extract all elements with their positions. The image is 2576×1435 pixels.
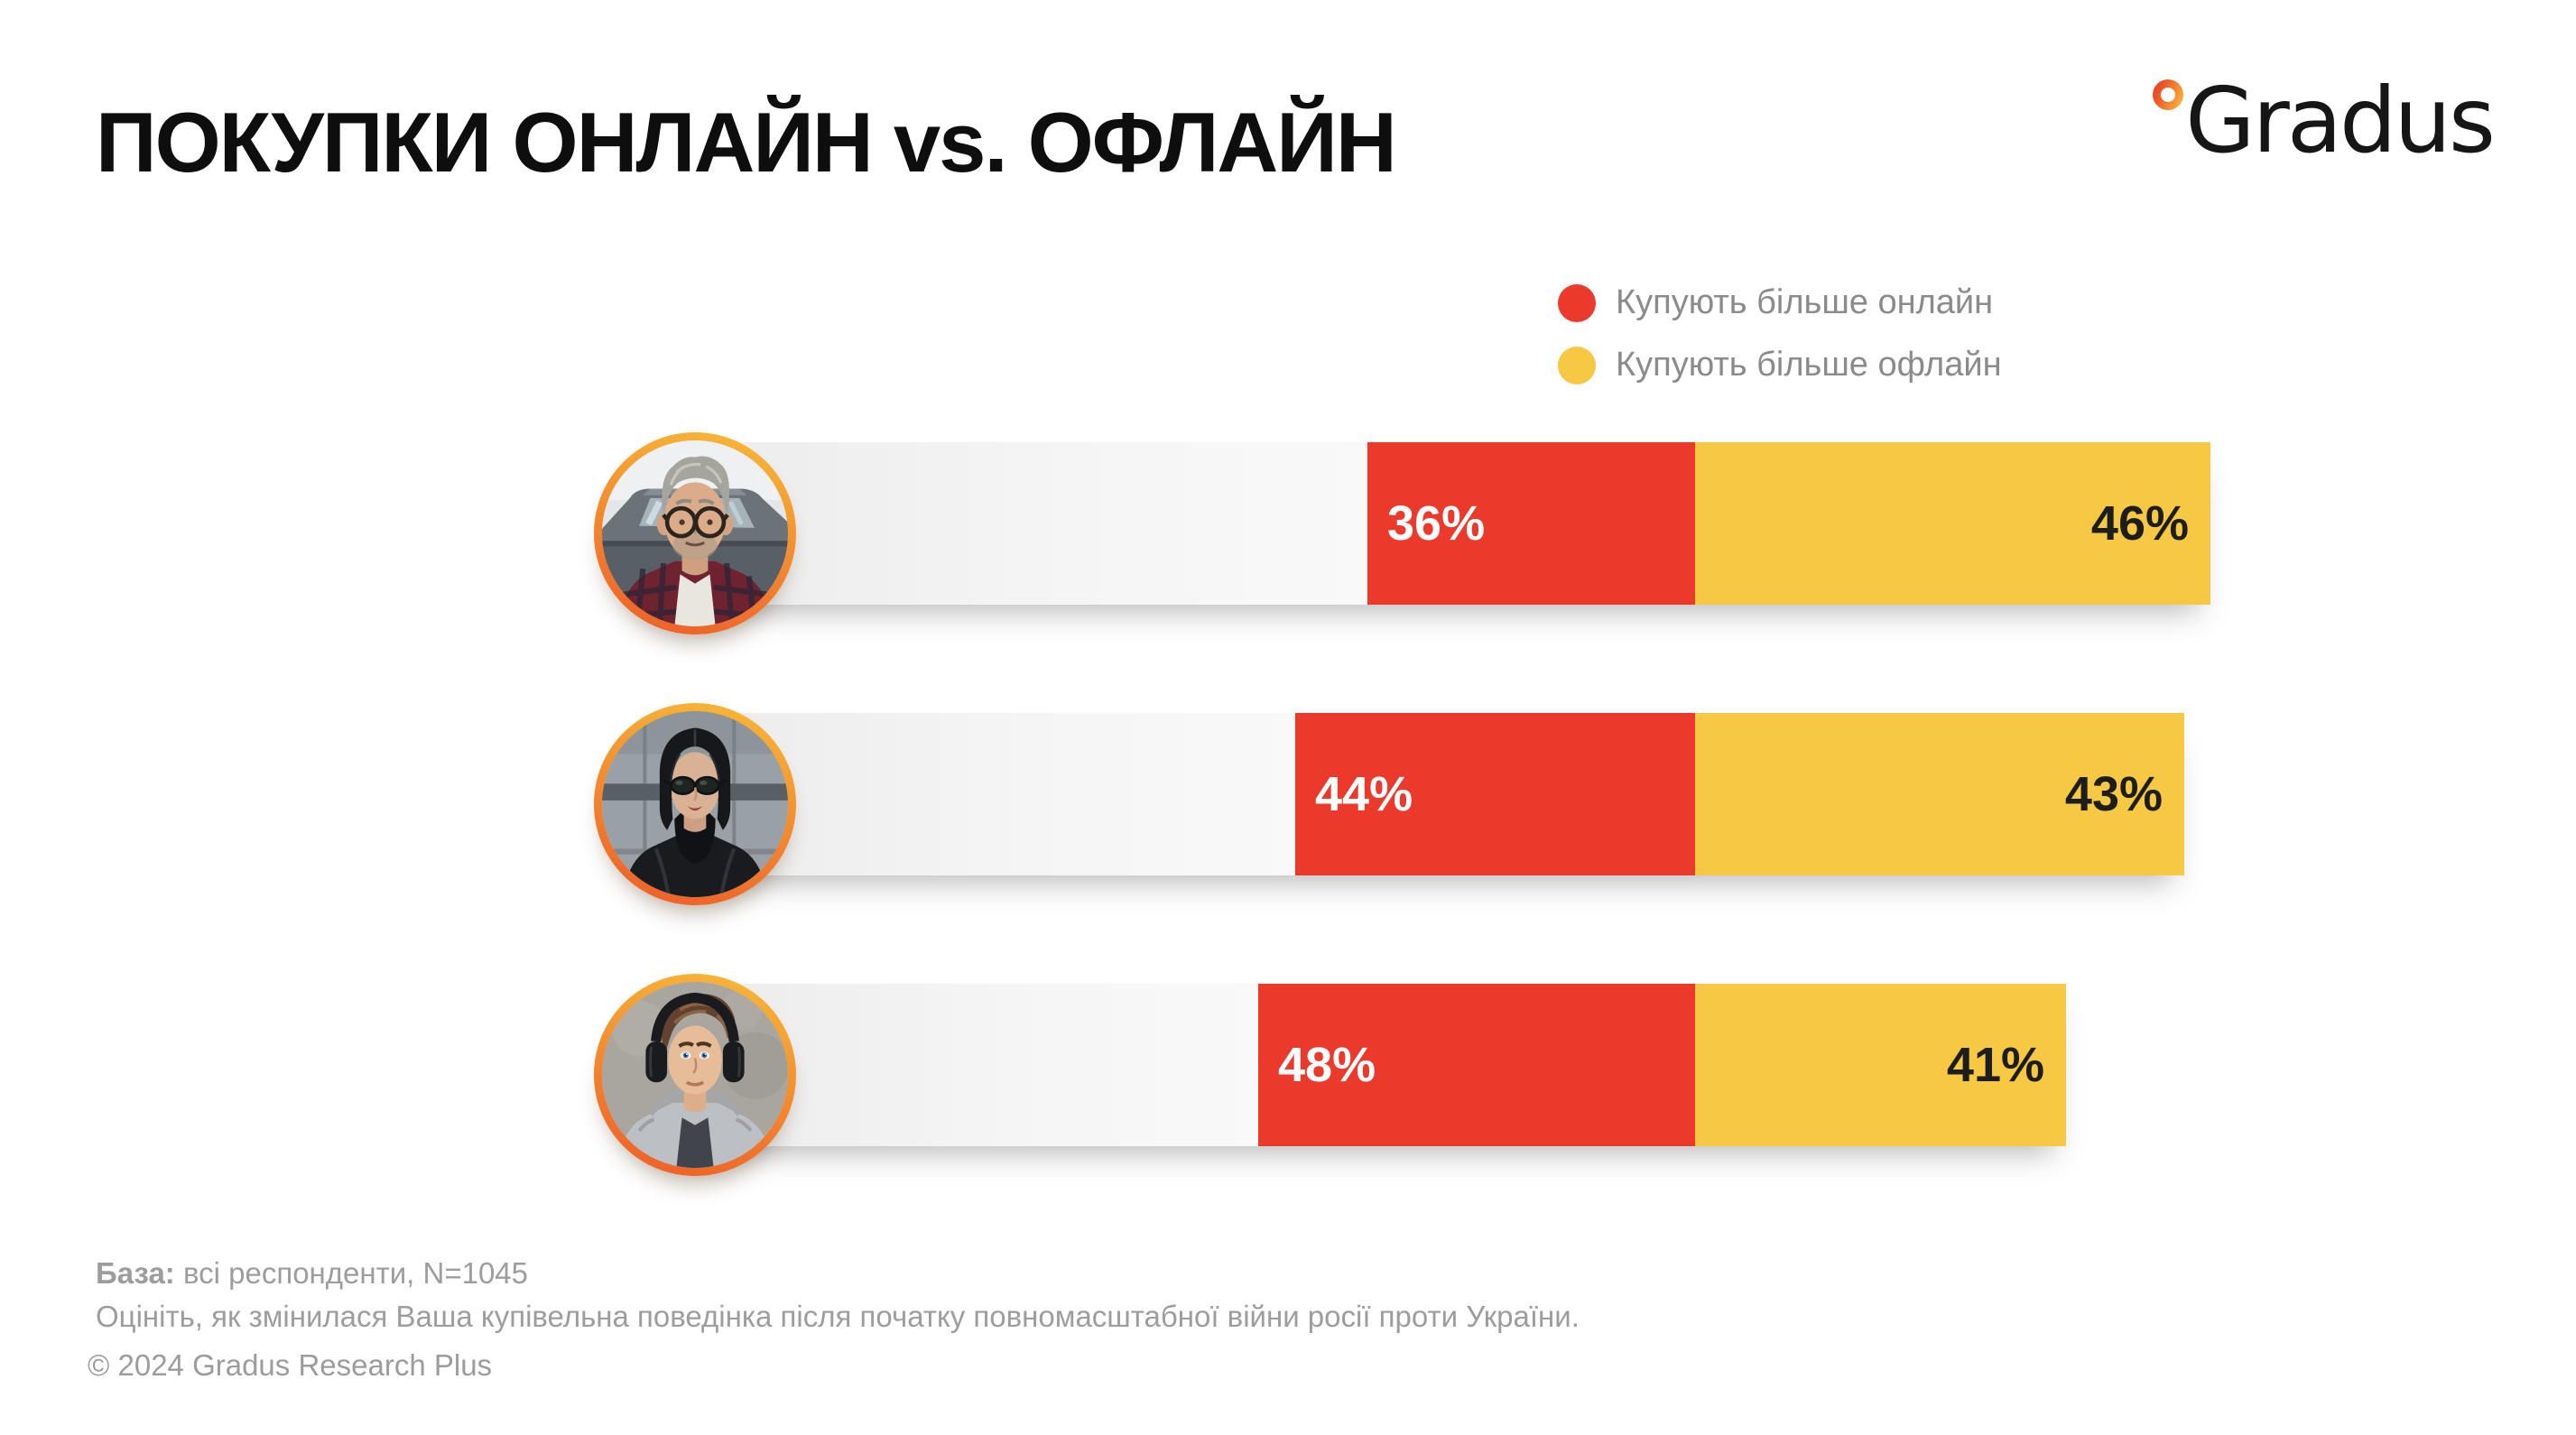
legend-item-offline: Купують більше офлайн [1558,346,2002,384]
offline-value-label: 41% [1946,1038,2044,1092]
bar-segment-online: 36% [1367,442,1695,605]
offline-value-label: 43% [2064,767,2163,821]
avatar-photo-man-glasses [602,440,788,626]
bar-row: 44% 43% [700,713,2184,875]
page-title: ПОКУПКИ ОНЛАЙН vs. ОФЛАЙН [96,95,1397,190]
bar-segment-offline: 43% [1695,713,2184,875]
bar-segment-offline: 46% [1695,442,2210,605]
gradus-logo-text: Gradus [2185,68,2496,173]
footer-base-label: База: [96,1256,175,1290]
bar-segment-online: 48% [1258,984,1695,1146]
offline-value-label: 46% [2090,496,2189,551]
degree-dot-icon [2153,79,2184,110]
avatar-photo-woman-sunglasses [602,711,788,897]
online-value-label: 44% [1315,767,1413,821]
avatar-photo-young-man-headphones [602,982,788,1168]
legend: Купують більше онлайн Купують більше офл… [1558,283,2002,384]
gradus-logo: Gradus [2153,68,2496,173]
avatar-woman-sunglasses [594,703,796,905]
legend-label-offline: Купують більше офлайн [1616,346,2002,384]
bar-track [700,713,1295,875]
avatar-young-man-headphones-illustration [602,982,788,1168]
legend-item-online: Купують більше онлайн [1558,283,2002,322]
bar-track [700,442,1367,605]
bar-segment-online: 44% [1295,713,1695,875]
online-value-label: 36% [1387,496,1486,551]
legend-label-online: Купують більше онлайн [1616,283,1994,321]
online-value-label: 48% [1278,1038,1376,1092]
legend-dot-offline-icon [1558,346,1596,384]
footer-question: Оцініть, як змінилася Ваша купівельна по… [96,1300,1580,1333]
footer-copyright: © 2024 Gradus Research Plus [88,1348,493,1382]
bar-row: 48% 41% [700,984,2066,1146]
bar-row: 36% 46% [700,442,2210,605]
legend-dot-online-icon [1558,283,1596,322]
avatar-man-glasses [594,432,796,634]
footer-base-note: База: всі респонденти, N=1045 [96,1256,528,1291]
bar-segment-offline: 41% [1695,984,2066,1146]
avatar-man-glasses-illustration [602,440,788,626]
footer-base-text: всі респонденти, N=1045 [174,1256,529,1290]
avatar-woman-sunglasses-illustration [602,711,788,897]
avatar-young-man-headphones [594,974,796,1176]
